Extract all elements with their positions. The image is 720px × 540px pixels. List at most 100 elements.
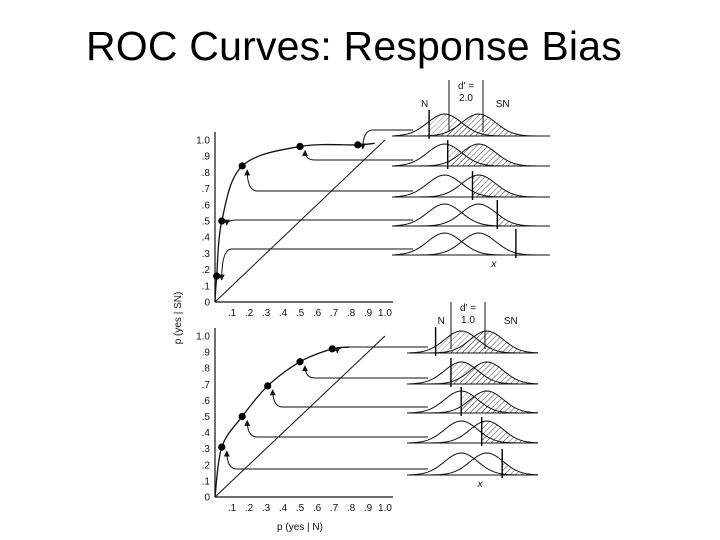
- y-tick-label: .3: [202, 249, 211, 260]
- signal-curve: [410, 361, 539, 385]
- connector-arrow: [218, 248, 413, 281]
- signal-curve: [395, 203, 551, 227]
- roc-point: [296, 358, 304, 366]
- y-tick-label: .7: [202, 380, 211, 391]
- signal-curve: [410, 420, 539, 444]
- distribution-row: [392, 171, 551, 200]
- distribution-row: [407, 387, 539, 416]
- distribution-row: [407, 417, 539, 446]
- d-prime-label: d' =: [460, 303, 476, 314]
- distribution-row: [392, 200, 551, 229]
- false-alarm-area-hatch: [481, 432, 538, 443]
- roc-point: [218, 443, 226, 451]
- y-tick-label: 1.0: [196, 136, 210, 147]
- distribution-stack-top: N SN d' =2.0 x: [218, 80, 551, 281]
- d-prime-label: d' =: [458, 81, 474, 92]
- noise-curve: [394, 232, 550, 256]
- connector-arrow: [302, 149, 413, 161]
- distribution-row: [392, 140, 551, 169]
- connector-arrow: [334, 346, 428, 354]
- connector-arrow: [302, 365, 428, 379]
- signal-curve: [410, 452, 539, 476]
- noise-curve: [394, 143, 550, 167]
- connector-arrow: [223, 450, 428, 470]
- roc-panel-bottom: 1.0 .9 .8 .7 .6 .5 .4 .3 .2 .1 0 .1 .2 .3 .4 .5 .6 .7 .8 .9…: [196, 328, 393, 514]
- roc-panel-top: 1.0 .9 .8 .7 .6 .5 .4 .3 .2 .1 0 .1 .2 .3 .4 .5 .6 .7 .8 .9…: [196, 132, 393, 319]
- y-tick-label: .9: [202, 348, 211, 359]
- x-tick-label: .4: [279, 503, 288, 514]
- y-tick-label: .6: [202, 200, 211, 211]
- x-tick-label: .1: [228, 503, 237, 514]
- connector-arrow: [223, 219, 413, 226]
- y-tick-label: 1.0: [196, 332, 210, 343]
- hit-area-hatch: [481, 421, 538, 443]
- connector-arrow: [269, 389, 428, 408]
- axis-titles: p (yes | SN) p (yes | N): [173, 292, 323, 533]
- y-tick-label: 0: [204, 298, 210, 309]
- distribution-row: [407, 327, 539, 356]
- signal-label: SN: [496, 99, 510, 110]
- x-tick-label: .5: [296, 503, 305, 514]
- roc-point: [296, 142, 304, 151]
- false-alarm-area-hatch: [461, 391, 538, 413]
- x-tick-label: .3: [262, 503, 271, 514]
- y-tick-label: 0: [204, 493, 210, 504]
- noise-label: N: [421, 99, 428, 110]
- x-tick-label: .6: [313, 308, 322, 319]
- criterion-label: x: [477, 479, 484, 490]
- signal-label: SN: [504, 316, 518, 327]
- y-tick-label: .1: [202, 281, 211, 292]
- x-tick-label: .5: [296, 308, 305, 319]
- hit-area-hatch: [472, 175, 550, 197]
- y-tick-label: .3: [202, 444, 211, 455]
- signal-curve: [395, 232, 551, 256]
- signal-curve: [410, 330, 539, 354]
- connector-arrow: [244, 419, 428, 438]
- false-alarm-area-hatch: [429, 114, 550, 136]
- chance-diagonal: [214, 335, 386, 498]
- y-tick-label: .2: [202, 265, 211, 276]
- y-tick-label: .6: [202, 396, 211, 407]
- signal-curve: [395, 143, 551, 167]
- signal-curve: [395, 113, 551, 137]
- y-tick-label: .4: [202, 428, 211, 439]
- false-alarm-area-hatch: [450, 362, 538, 384]
- x-tick-label: .9: [364, 503, 373, 514]
- distribution-row: [407, 449, 539, 478]
- x-tick-label: 1.0: [378, 503, 392, 514]
- distribution-row: [392, 229, 551, 258]
- x-tick-label: .2: [245, 503, 254, 514]
- roc-point: [238, 162, 246, 170]
- roc-point: [264, 382, 272, 390]
- x-tick-label: .7: [330, 308, 339, 319]
- roc-point: [213, 272, 221, 280]
- x-tick-label: .6: [313, 503, 322, 514]
- chance-diagonal: [214, 139, 386, 303]
- roc-curve: [214, 346, 350, 498]
- y-axis-title: p (yes | SN): [173, 292, 184, 345]
- roc-point: [354, 141, 362, 149]
- criterion-label: x: [490, 259, 497, 270]
- false-alarm-area-hatch: [472, 191, 550, 197]
- y-tick-label: .5: [202, 217, 211, 228]
- x-tick-label: .8: [347, 503, 356, 514]
- x-tick-label: .2: [245, 308, 254, 319]
- false-alarm-area-hatch: [435, 331, 538, 353]
- y-tick-label: .8: [202, 364, 211, 375]
- y-tick-label: .9: [202, 152, 211, 163]
- distribution-row: [392, 110, 551, 139]
- d-prime-value: 1.0: [461, 315, 475, 326]
- distribution-row: [407, 358, 539, 387]
- connector-arrow: [244, 169, 413, 192]
- y-tick-label: .1: [202, 476, 211, 487]
- hit-area-hatch: [502, 460, 538, 475]
- y-tick-label: .5: [202, 412, 211, 423]
- x-tick-label: .7: [330, 503, 339, 514]
- x-tick-label: .3: [262, 308, 271, 319]
- d-prime-value: 2.0: [459, 93, 473, 104]
- y-tick-label: .7: [202, 184, 211, 195]
- noise-label: N: [438, 316, 445, 327]
- y-tick-label: .4: [202, 233, 211, 244]
- x-tick-label: .4: [279, 308, 288, 319]
